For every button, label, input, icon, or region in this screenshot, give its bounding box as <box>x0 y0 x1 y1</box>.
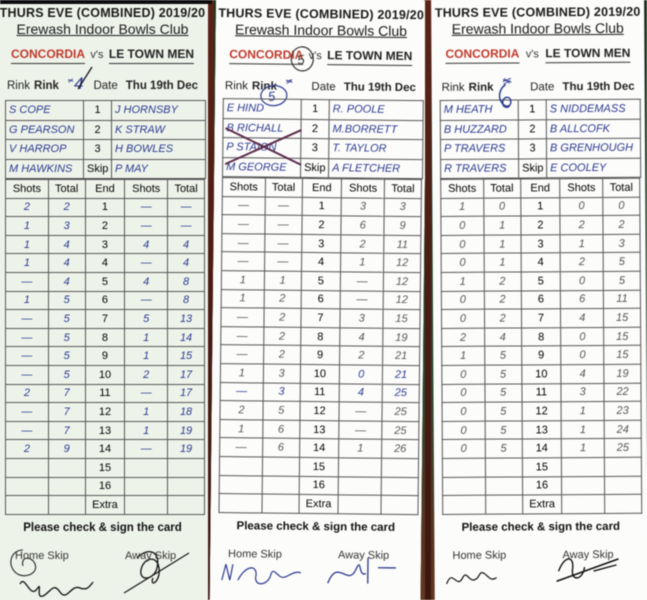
svg-text:5: 5 <box>296 52 306 68</box>
